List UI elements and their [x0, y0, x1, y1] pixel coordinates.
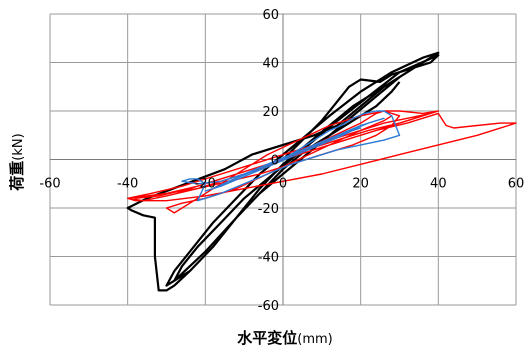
- y-axis-title-unit: (kN): [11, 133, 26, 160]
- series-line-2: [181, 110, 401, 202]
- y-tick-label: -40: [258, 251, 279, 266]
- y-axis-title-main: 荷重: [8, 161, 26, 191]
- x-tick-label: 0: [279, 177, 287, 192]
- y-tick-label: 0: [271, 154, 279, 169]
- y-tick-label: 60: [262, 8, 279, 23]
- x-tick-label: -40: [117, 177, 138, 192]
- x-axis-title: 水平変位(mm): [237, 329, 333, 347]
- x-tick-label: 60: [508, 177, 525, 192]
- y-tick-label: 40: [262, 57, 279, 72]
- grid: [49, 13, 517, 306]
- x-tick-label: 40: [430, 177, 447, 192]
- x-tick-label: -60: [39, 177, 60, 192]
- x-axis-title-main: 水平変位: [237, 329, 297, 347]
- y-tick-label: 20: [262, 105, 279, 120]
- x-axis-title-unit: (mm): [297, 332, 332, 347]
- y-tick-label: -20: [258, 202, 279, 217]
- x-tick-label: -20: [195, 177, 216, 192]
- series-group: [126, 51, 517, 292]
- x-tick-label: 20: [352, 177, 369, 192]
- y-tick-label: -60: [258, 299, 279, 314]
- y-axis-title: 荷重(kN): [8, 133, 26, 190]
